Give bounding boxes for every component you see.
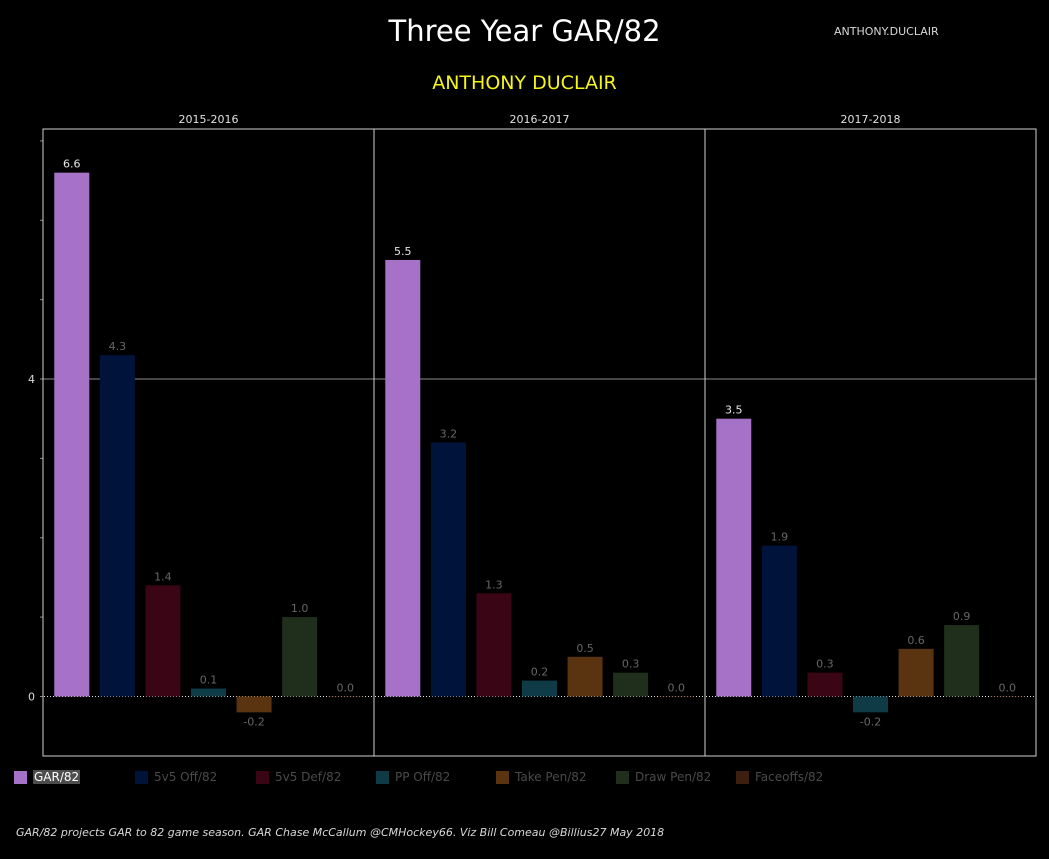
data-label: 0.0 (667, 681, 685, 694)
legend-label: Take Pen/82 (515, 770, 587, 784)
data-label: 5.5 (394, 245, 412, 258)
data-label: 0.9 (953, 610, 971, 623)
data-label: -0.2 (860, 715, 881, 728)
y-tick-label: 0 (28, 690, 35, 703)
bar (99, 355, 135, 697)
data-label: 4.3 (109, 340, 127, 353)
legend-label: GAR/82 (33, 770, 81, 784)
player-name: ANTHONY DUCLAIR (432, 72, 617, 94)
legend-swatch (14, 770, 27, 784)
legend-label: Faceoffs/82 (755, 770, 824, 784)
data-label: 3.2 (440, 428, 458, 441)
footer-note: GAR/82 projects GAR to 82 game season. G… (16, 826, 665, 839)
legend-item[interactable]: 5v5 Off/82 (135, 768, 217, 786)
data-label: 1.3 (485, 578, 503, 591)
legend-label: 5v5 Off/82 (154, 770, 218, 784)
legend-item[interactable]: Faceoffs/82 (736, 768, 823, 786)
legend-item[interactable]: Draw Pen/82 (616, 768, 711, 786)
data-label: 0.6 (907, 634, 925, 647)
data-label: 0.0 (336, 681, 354, 694)
data-label: 0.3 (816, 658, 834, 671)
bar (282, 617, 318, 697)
data-label: 1.4 (154, 570, 172, 583)
legend-item[interactable]: 5v5 Def/82 (256, 768, 341, 786)
bar (613, 672, 649, 697)
legend-label: Draw Pen/82 (635, 770, 712, 784)
data-label: 1.9 (771, 531, 789, 544)
legend-swatch (496, 770, 509, 784)
bar (716, 418, 752, 697)
bar-chart: 0 4 2015-2016 6.6 4.3 1.4 0.1 -0.2 1.0 0.0 2016-20… (28, 113, 1037, 757)
player-tag: ANTHONY.DUCLAIR (834, 25, 939, 38)
legend-item[interactable]: GAR/82 (14, 768, 81, 786)
bar (567, 656, 603, 697)
legend-item[interactable]: PP Off/82 (376, 768, 450, 786)
panel-header: 2017-2018 (841, 113, 901, 126)
data-label: 0.3 (622, 658, 640, 671)
legend-item[interactable]: Take Pen/82 (496, 768, 587, 786)
bar (191, 688, 226, 697)
bar (807, 672, 843, 697)
chart-title: Three Year GAR/82 (388, 14, 661, 48)
bar (944, 625, 980, 697)
panel-header: 2016-2017 (510, 113, 570, 126)
data-label: 0.0 (998, 681, 1016, 694)
bar (476, 593, 512, 697)
bar (853, 696, 888, 713)
bar (385, 259, 421, 697)
data-label: 3.5 (725, 404, 743, 417)
bar (236, 696, 272, 713)
legend-swatch (256, 770, 269, 784)
bar (898, 648, 934, 697)
data-label: 0.1 (200, 674, 218, 687)
data-label: 0.2 (531, 666, 549, 679)
bar (430, 442, 466, 697)
data-label: 6.6 (63, 158, 81, 171)
bar (145, 585, 181, 697)
legend-label: PP Off/82 (395, 770, 451, 784)
plot-frame (42, 128, 1037, 757)
legend-label: 5v5 Def/82 (275, 770, 342, 784)
bar (327, 696, 363, 698)
legend-swatch (135, 770, 148, 784)
panel-header: 2015-2016 (179, 113, 239, 126)
legend-swatch (616, 770, 629, 784)
bar (522, 680, 557, 697)
legend-swatch (376, 770, 389, 784)
bar (54, 172, 90, 697)
y-tick-label: 4 (28, 373, 35, 386)
data-label: 0.5 (576, 642, 594, 655)
bar (761, 545, 797, 697)
bar (658, 696, 694, 698)
legend-swatch (736, 770, 749, 784)
data-label: 1.0 (291, 602, 309, 615)
bar (989, 696, 1025, 698)
data-label: -0.2 (243, 715, 264, 728)
